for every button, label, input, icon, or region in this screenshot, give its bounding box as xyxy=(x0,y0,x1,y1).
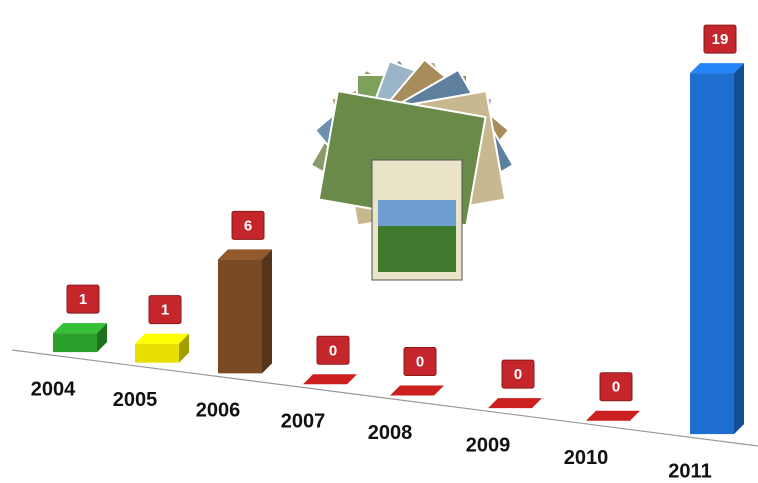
value-label: 0 xyxy=(416,353,424,370)
bar-top xyxy=(218,249,272,260)
value-label: 1 xyxy=(79,291,87,308)
bar-top xyxy=(690,63,744,74)
bar xyxy=(135,333,189,363)
bar-front xyxy=(218,259,262,374)
bar-top xyxy=(390,385,444,396)
bar-top xyxy=(488,398,542,409)
x-tick-label: 2010 xyxy=(564,447,609,469)
bar-front xyxy=(135,343,179,363)
value-label-box xyxy=(599,372,633,402)
bar xyxy=(303,374,357,385)
bar-front xyxy=(53,333,97,353)
bar xyxy=(690,63,744,435)
x-tick-label: 2004 xyxy=(31,378,76,400)
value-label: 0 xyxy=(329,342,337,359)
value-label-box xyxy=(316,335,350,365)
value-label: 19 xyxy=(712,31,729,48)
x-tick-label: 2008 xyxy=(368,422,413,444)
value-label-box xyxy=(148,295,182,325)
bar-side xyxy=(97,323,107,353)
value-label-box xyxy=(703,24,737,54)
value-label-box xyxy=(66,284,100,314)
bar xyxy=(390,385,444,396)
x-tick-label: 2009 xyxy=(466,434,511,456)
value-label: 1 xyxy=(161,302,169,319)
baseline xyxy=(11,349,758,447)
value-label: 0 xyxy=(612,379,620,396)
value-label-box xyxy=(231,210,265,240)
bar xyxy=(218,249,272,374)
x-tick-label: 2006 xyxy=(196,400,241,422)
bar-side xyxy=(179,333,189,363)
bar-top xyxy=(53,323,107,334)
value-label: 0 xyxy=(514,366,522,383)
x-tick-label: 2005 xyxy=(113,389,158,411)
bar xyxy=(586,410,640,421)
bar-side xyxy=(262,249,272,374)
bar-front xyxy=(690,73,734,435)
bar-side xyxy=(734,63,744,435)
bar-top xyxy=(586,410,640,421)
value-label: 6 xyxy=(244,217,252,234)
x-tick-label: 2007 xyxy=(281,411,326,433)
bar xyxy=(488,398,542,409)
bar xyxy=(53,323,107,353)
cover-collage xyxy=(309,58,515,281)
bar-top xyxy=(303,374,357,385)
value-label-box xyxy=(501,359,535,389)
x-tick-label: 2011 xyxy=(668,460,711,482)
value-label-box xyxy=(403,346,437,376)
bar-top xyxy=(135,333,189,344)
